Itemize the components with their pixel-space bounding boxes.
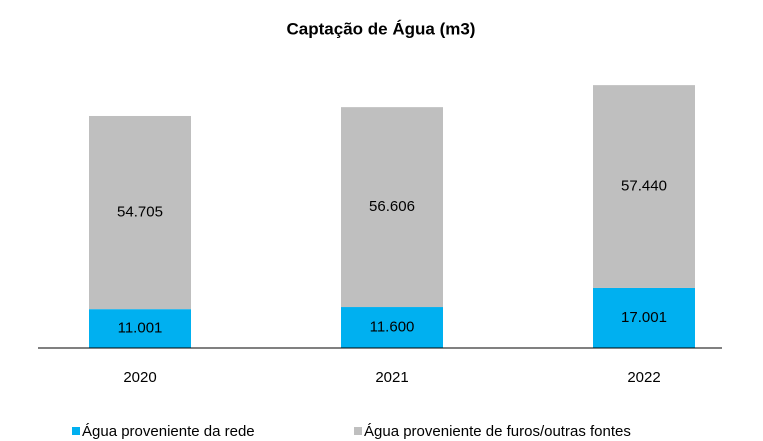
- x-tick-label: 2021: [375, 369, 408, 386]
- legend-marker: [72, 427, 80, 435]
- bar-segment: [89, 309, 191, 348]
- bar-segment: [593, 287, 695, 348]
- legend-marker: [354, 427, 362, 435]
- data-label: 17.001: [621, 309, 667, 326]
- bar-segment: [593, 85, 695, 288]
- bar-segment: [341, 107, 443, 308]
- data-label: 54.705: [117, 204, 163, 221]
- legend-label: Água proveniente de furos/outras fontes: [364, 423, 631, 440]
- bar-segment: [89, 115, 191, 310]
- x-tick-label: 2020: [123, 369, 156, 386]
- bar-segment: [341, 307, 443, 348]
- data-label: 57.440: [621, 178, 667, 195]
- legend-label: Água proveniente da rede: [82, 423, 255, 440]
- data-label: 56.606: [369, 198, 415, 215]
- data-label: 11.001: [118, 320, 163, 337]
- x-tick-label: 2022: [627, 369, 660, 386]
- chart-title: Captação de Água (m3): [287, 19, 476, 38]
- data-label: 11.600: [370, 318, 415, 335]
